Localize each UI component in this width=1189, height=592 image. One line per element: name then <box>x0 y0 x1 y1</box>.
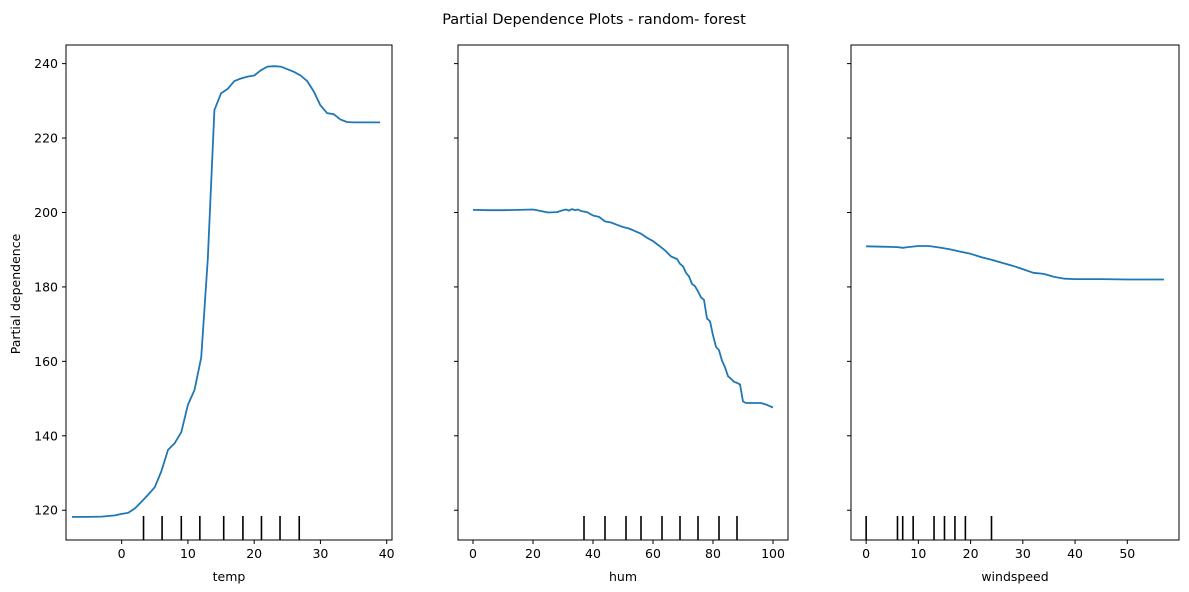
x-tick-label: 20 <box>963 546 979 561</box>
axes-frame <box>850 44 1180 541</box>
x-axis-label: windspeed <box>981 569 1048 584</box>
figure-title: Partial Dependence Plots - random- fores… <box>442 12 746 28</box>
y-tick-label: 160 <box>34 354 58 369</box>
x-tick-label: 50 <box>1119 546 1135 561</box>
partial-dependence-line <box>72 65 381 518</box>
x-axis-label: hum <box>609 569 637 584</box>
x-tick-label: 40 <box>1067 546 1083 561</box>
x-tick-label: 20 <box>246 546 262 561</box>
y-tick-label: 240 <box>34 56 58 71</box>
x-tick-label: 40 <box>585 546 601 561</box>
x-tick-label: 20 <box>525 546 541 561</box>
subplot-2: 0 20 40 60 80 100 hum <box>454 44 789 584</box>
axes-frame <box>457 44 789 541</box>
x-tick-label: 0 <box>862 546 870 561</box>
x-tick-label: 10 <box>910 546 926 561</box>
subplot-1: 120 140 160 180 200 220 240 0 10 20 30 40 temp <box>34 44 395 584</box>
x-tick-label: 0 <box>469 546 477 561</box>
y-tick-label: 140 <box>34 428 58 443</box>
y-tick-label: 220 <box>34 131 58 146</box>
x-tick-label: 0 <box>118 546 126 561</box>
partial-dependence-line <box>866 245 1164 281</box>
y-tick-label: 200 <box>34 205 58 220</box>
y-tick-label: 120 <box>34 503 58 518</box>
x-axis-label: temp <box>213 569 246 584</box>
partial-dependence-line <box>472 208 774 409</box>
y-axis-label: Partial dependence <box>8 233 23 354</box>
subplot-3: 0 10 20 30 40 50 windspeed <box>847 44 1180 584</box>
x-tick-label: 40 <box>379 546 395 561</box>
x-tick-label: 30 <box>1015 546 1031 561</box>
x-tick-label: 80 <box>705 546 721 561</box>
x-tick-label: 60 <box>645 546 661 561</box>
x-tick-label: 30 <box>312 546 328 561</box>
x-tick-label: 100 <box>761 546 785 561</box>
x-tick-label: 10 <box>180 546 196 561</box>
axes-frame <box>65 44 393 541</box>
y-tick-label: 180 <box>34 279 58 294</box>
